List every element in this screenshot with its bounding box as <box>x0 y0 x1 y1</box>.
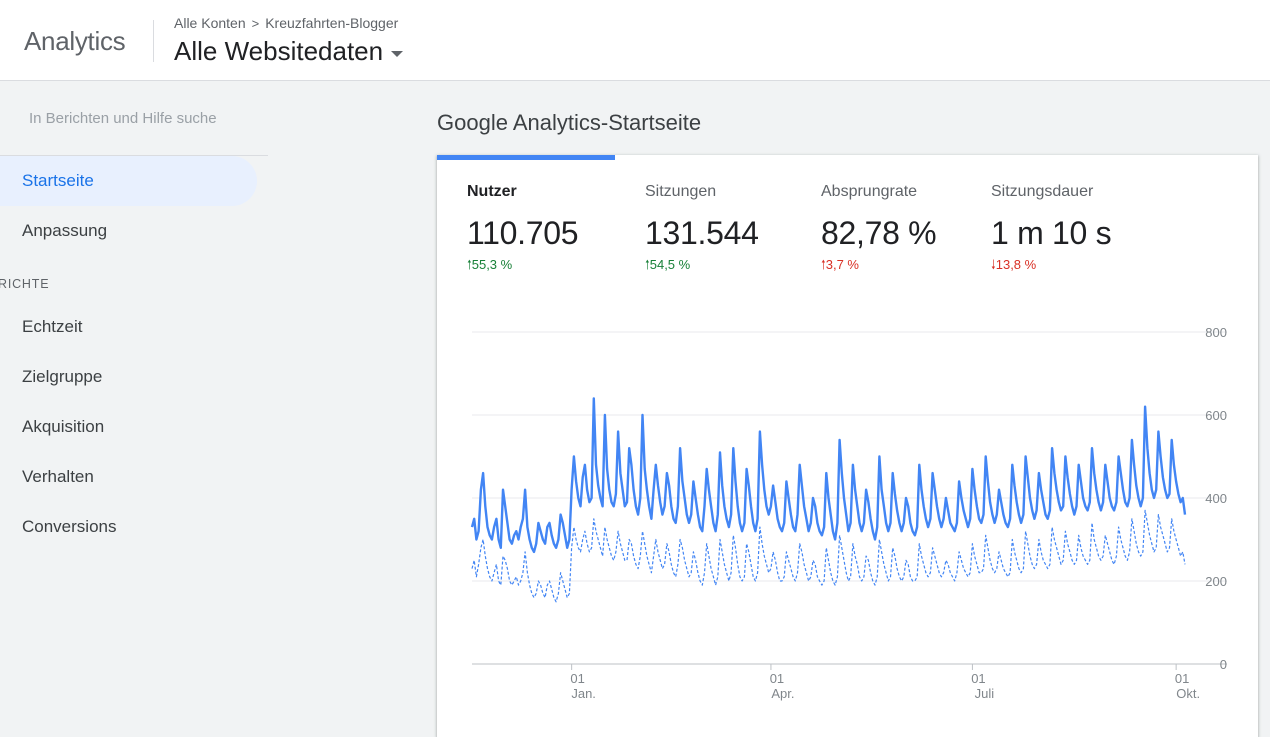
x-tick-day: 01 <box>770 671 784 686</box>
x-tick-month: Apr. <box>771 686 794 701</box>
x-tick-day: 01 <box>570 671 584 686</box>
property-selector[interactable]: Alle Websitedaten <box>174 36 404 67</box>
metric-delta-value: 3,7 % <box>825 257 859 272</box>
sidebar-item-conversions[interactable]: Conversions <box>22 517 117 536</box>
metric-label: Sitzungsdauer <box>991 183 1094 200</box>
arrow-up-icon: 🠑 <box>645 257 650 272</box>
metric-tab-sessions[interactable]: Sitzungen 131.544 🠑54,5 % <box>645 183 759 278</box>
chart-grid: 0 200 400 600 800 <box>472 325 1227 672</box>
metric-delta-value: 54,5 % <box>649 257 691 272</box>
metric-delta-value: 55,3 % <box>471 257 513 272</box>
metric-tab-bounce-rate[interactable]: Absprungrate 82,78 % 🠑3,7 % <box>821 183 937 278</box>
sidebar-item-home[interactable]: Startseite <box>0 156 257 206</box>
metric-delta: 🠓13,8 % <box>991 256 1111 278</box>
x-tick-month: Juli <box>975 686 995 701</box>
metric-value: 1 m 10 s <box>991 215 1112 251</box>
caret-down-icon <box>391 50 404 57</box>
metric-delta: 🠑54,5 % <box>645 256 759 278</box>
active-tab-indicator <box>437 155 615 160</box>
search-input[interactable]: In Berichten und Hilfe suche <box>29 110 217 127</box>
breadcrumb-account[interactable]: Kreuzfahrten-Blogger <box>265 15 399 31</box>
overview-card: Nutzer 110.705 🠑55,3 % Sitzungen 131.544… <box>437 155 1258 737</box>
search-divider <box>0 155 268 156</box>
arrow-up-icon: 🠑 <box>821 257 826 272</box>
x-tick-month: Jan. <box>571 686 596 701</box>
metric-delta: 🠑3,7 % <box>821 256 936 278</box>
metric-value: 82,78 % <box>821 215 937 251</box>
sidebar: In Berichten und Hilfe suche Startseite … <box>0 81 268 737</box>
header-divider <box>153 20 154 62</box>
x-tick-day: 01 <box>971 671 985 686</box>
previous-period-line <box>471 509 1186 603</box>
sidebar-item-acquisition[interactable]: Akquisition <box>22 417 105 436</box>
arrow-up-icon: 🠑 <box>467 257 472 272</box>
x-tick-month: Okt. <box>1176 686 1200 701</box>
sidebar-item-audience[interactable]: Zielgruppe <box>22 367 103 386</box>
y-tick-label: 200 <box>1205 574 1227 589</box>
metric-delta: 🠑55,3 % <box>467 256 578 278</box>
analytics-logo[interactable]: Analytics <box>24 26 126 56</box>
breadcrumb-all-accounts[interactable]: Alle Konten <box>174 15 246 31</box>
page-title: Google Analytics-Startseite <box>437 110 702 135</box>
property-name: Alle Websitedaten <box>174 36 384 66</box>
chart-series <box>470 397 1187 603</box>
metric-tab-users[interactable]: Nutzer 110.705 🠑55,3 % <box>467 183 579 278</box>
y-tick-label: 800 <box>1205 325 1227 340</box>
sidebar-item-customization[interactable]: Anpassung <box>22 221 108 240</box>
metric-value: 110.705 <box>467 215 579 251</box>
sidebar-item-realtime[interactable]: Echtzeit <box>22 317 83 336</box>
y-tick-label: 0 <box>1220 657 1227 672</box>
y-tick-label: 400 <box>1205 491 1227 506</box>
metric-value: 131.544 <box>645 215 759 251</box>
reports-section-label: RICHTE <box>0 277 50 291</box>
y-tick-label: 600 <box>1205 408 1227 423</box>
metric-label: Absprungrate <box>821 183 918 200</box>
arrow-down-icon: 🠓 <box>991 257 996 272</box>
metric-label: Sitzungen <box>645 183 717 200</box>
x-tick-day: 01 <box>1175 671 1189 686</box>
sidebar-item-behavior[interactable]: Verhalten <box>22 467 94 486</box>
current-period-line <box>470 397 1187 554</box>
metric-tab-session-duration[interactable]: Sitzungsdauer 1 m 10 s 🠓13,8 % <box>991 183 1112 278</box>
breadcrumb: Alle Konten > Kreuzfahrten-Blogger <box>174 15 398 31</box>
app-header: Analytics Alle Konten > Kreuzfahrten-Blo… <box>0 0 1270 81</box>
metric-delta-value: 13,8 % <box>995 257 1037 272</box>
metric-label: Nutzer <box>467 183 517 200</box>
chevron-right-icon: > <box>251 15 260 31</box>
